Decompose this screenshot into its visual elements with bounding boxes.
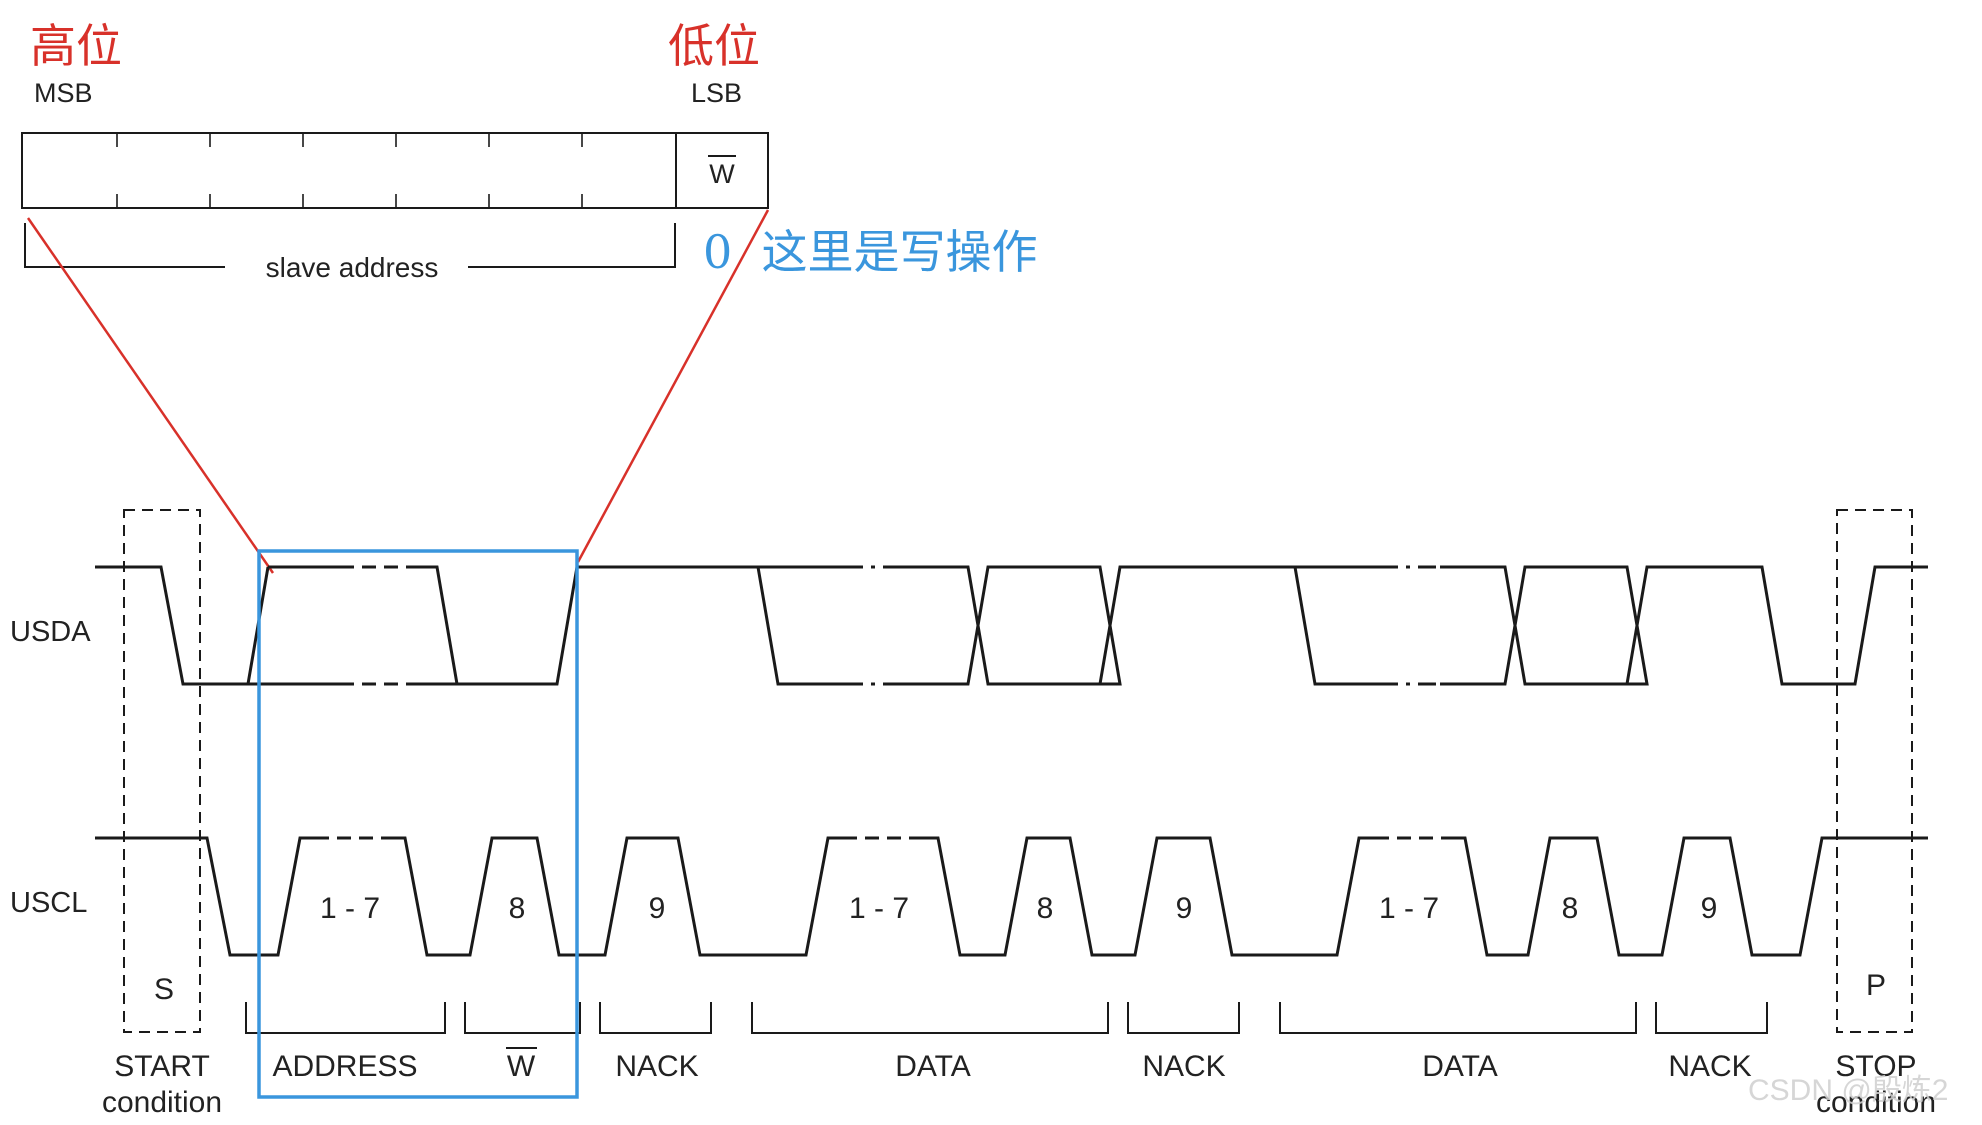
clock-label: 9 — [1701, 892, 1718, 925]
lsb-label: LSB — [691, 78, 742, 108]
data-phase-label: DATA — [895, 1050, 971, 1083]
address-write-highlight-box — [257, 549, 579, 1099]
zoom-line-left — [26, 217, 275, 574]
rw-bit-label: W — [709, 159, 735, 189]
start-condition-box — [123, 509, 201, 1033]
clock-label: 1 - 7 — [1379, 892, 1439, 925]
clock-label: 8 — [1562, 892, 1579, 925]
w-phase-label: W — [507, 1050, 536, 1083]
stop-condition-box — [1836, 509, 1913, 1033]
watermark: CSDN @殷炼2 — [1748, 1074, 1948, 1107]
msb-label: MSB — [34, 78, 93, 108]
nack-phase-label: NACK — [1142, 1050, 1225, 1083]
address-byte-box — [21, 132, 769, 209]
scl-waveform — [95, 836, 1928, 957]
sda-signal-label: USDA — [10, 616, 91, 648]
start-condition-label-line2: condition — [102, 1086, 222, 1119]
nack-phase-label: NACK — [1668, 1050, 1751, 1083]
clock-label: 9 — [1176, 892, 1193, 925]
stop-condition-label-line1: STOP — [1835, 1050, 1916, 1083]
start-marker: S — [154, 973, 174, 1006]
start-condition-label-line1: START — [114, 1050, 210, 1083]
data-phase-label: DATA — [1422, 1050, 1498, 1083]
msb-chinese-label: 高位 — [30, 19, 122, 73]
scl-signal-label: USCL — [10, 887, 87, 919]
nack-phase-label: NACK — [615, 1050, 698, 1083]
zoom-line-right — [576, 209, 770, 563]
stop-condition-label-line2: condition — [1816, 1086, 1936, 1119]
clock-label: 8 — [1037, 892, 1054, 925]
slave-address-label: slave address — [266, 252, 439, 283]
phase-brackets — [245, 1002, 1768, 1034]
stop-marker: P — [1866, 969, 1886, 1002]
clock-label: 1 - 7 — [849, 892, 909, 925]
clock-label: 8 — [509, 892, 526, 925]
clock-label: 9 — [649, 892, 666, 925]
slave-address-bracket — [24, 223, 676, 268]
sda-waveform — [95, 565, 1928, 686]
write-operation-annotation: 0 这里是写操作 — [703, 225, 1038, 279]
address-phase-label: ADDRESS — [272, 1050, 417, 1083]
lsb-chinese-label: 低位 — [668, 19, 760, 73]
clock-label: 1 - 7 — [320, 892, 380, 925]
